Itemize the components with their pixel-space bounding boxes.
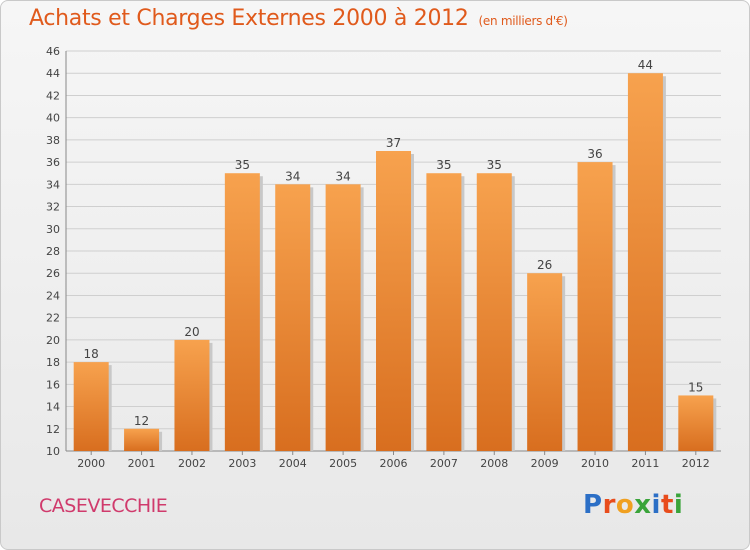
x-tick-label: 2008 <box>480 457 508 470</box>
bar-2010 <box>577 162 613 451</box>
logo-letter: o <box>615 490 635 520</box>
x-tick-label: 2007 <box>430 457 458 470</box>
bar-2011 <box>627 73 663 451</box>
logo-letter: r <box>602 490 616 520</box>
bar-2003 <box>224 173 260 451</box>
data-label: 26 <box>537 258 552 272</box>
bar-2005 <box>325 184 361 452</box>
title-text: Achats et Charges Externes 2000 à 2012 <box>29 6 469 31</box>
chart-title: Achats et Charges Externes 2000 à 2012 (e… <box>29 6 568 31</box>
y-tick-label: 16 <box>46 378 60 391</box>
x-tick-label: 2006 <box>380 457 408 470</box>
bar-2000 <box>73 362 109 451</box>
bar-2001 <box>124 428 160 451</box>
y-tick-label: 12 <box>46 423 60 436</box>
y-tick-label: 26 <box>46 267 60 280</box>
y-tick-label: 30 <box>46 223 60 236</box>
data-label: 35 <box>235 158 250 172</box>
logo-letter: P <box>583 490 603 520</box>
bar-2008 <box>476 173 512 451</box>
y-tick-label: 10 <box>46 445 60 458</box>
logo-letter: i <box>673 490 684 520</box>
data-label: 12 <box>134 414 149 428</box>
y-tick-label: 28 <box>46 245 60 258</box>
x-tick-label: 2003 <box>228 457 256 470</box>
x-tick-label: 2012 <box>682 457 710 470</box>
y-tick-label: 36 <box>46 156 60 169</box>
data-label: 20 <box>184 325 199 339</box>
data-label: 35 <box>487 158 502 172</box>
bar-2012 <box>678 395 714 451</box>
x-tick-label: 2000 <box>77 457 105 470</box>
x-tick-label: 2004 <box>279 457 307 470</box>
data-label: 34 <box>335 169 350 183</box>
y-tick-label: 44 <box>46 67 60 80</box>
y-tick-label: 34 <box>46 178 60 191</box>
bar-2002 <box>174 339 210 451</box>
commune-name: CASEVECCHIE <box>39 495 168 517</box>
data-label: 15 <box>688 380 703 394</box>
logo-letter: t <box>660 490 674 520</box>
logo-letter: i <box>651 490 661 520</box>
chart-subtitle: (en milliers d'€) <box>478 14 568 28</box>
data-label: 18 <box>84 347 99 361</box>
y-tick-label: 32 <box>46 201 60 214</box>
bar-2007 <box>426 173 462 451</box>
y-tick-label: 24 <box>46 289 60 302</box>
bar-2006 <box>376 151 411 451</box>
y-tick-label: 14 <box>46 401 60 414</box>
y-tick-label: 38 <box>46 134 60 147</box>
y-tick-label: 18 <box>46 356 60 369</box>
x-tick-label: 2010 <box>581 457 609 470</box>
y-tick-label: 22 <box>46 312 60 325</box>
y-tick-label: 20 <box>46 334 60 347</box>
data-label: 44 <box>638 58 653 72</box>
bar-2004 <box>275 184 311 452</box>
bar-2009 <box>527 273 563 451</box>
proxiti-logo: Proxiti <box>583 490 683 520</box>
data-label: 37 <box>386 136 401 150</box>
y-tick-label: 42 <box>46 89 60 102</box>
data-label: 34 <box>285 169 300 183</box>
x-tick-label: 2011 <box>631 457 659 470</box>
y-tick-label: 40 <box>46 112 60 125</box>
y-tick-label: 46 <box>46 45 60 58</box>
x-tick-label: 2002 <box>178 457 206 470</box>
logo-letter: x <box>634 490 652 520</box>
x-tick-label: 2005 <box>329 457 357 470</box>
data-label: 35 <box>436 158 451 172</box>
x-tick-label: 2009 <box>531 457 559 470</box>
data-label: 36 <box>587 147 602 161</box>
x-tick-label: 2001 <box>128 457 156 470</box>
